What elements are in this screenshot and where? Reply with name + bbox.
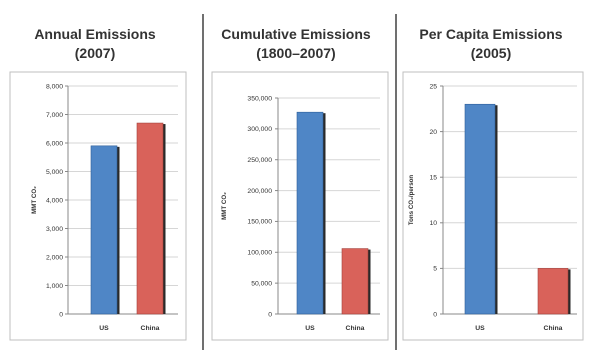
plot-area-per-capita: 0 5 10 15 20 25 Tons CO₂/person US China: [408, 83, 577, 332]
y-tick-label: 10: [429, 220, 437, 227]
y-tick-label: 1,000: [46, 283, 63, 290]
y-tick-label: 150,000: [247, 219, 272, 226]
y-tick-label: 5,000: [46, 169, 63, 176]
bar-us: [464, 103, 496, 315]
y-tick-label: 6,000: [46, 140, 63, 147]
x-tick-label: China: [544, 325, 563, 332]
x-tick-label: US: [99, 325, 109, 332]
chart-title-line1: Per Capita Emissions: [419, 26, 562, 42]
y-tick-label: 0: [433, 311, 437, 318]
plot-frame: [402, 71, 584, 341]
y-tick-label: 0: [59, 311, 63, 318]
y-tick-label: 8,000: [46, 83, 63, 90]
y-tick-label: 20: [429, 129, 437, 136]
y-tick-label: 50,000: [251, 280, 272, 287]
y-tick-label: 3,000: [46, 226, 63, 233]
y-tick-label: 300,000: [247, 126, 272, 133]
y-axis-label: Tons CO₂/person: [408, 175, 415, 226]
chart-title-line1: Annual Emissions: [34, 26, 156, 42]
bar-us: [90, 145, 118, 315]
x-tick-label: China: [346, 325, 365, 332]
plot-area-cumulative: 0 50,000 100,000 150,000 200,000 250,000 300,0…: [221, 95, 380, 332]
y-tick-label: 100,000: [247, 250, 272, 257]
y-tick-label: 250,000: [247, 157, 272, 164]
bar-us: [296, 111, 324, 315]
y-tick-label: 200,000: [247, 188, 272, 195]
panel-per-capita-emissions: Per Capita Emissions (2005) 0 5 10 15 20 25 To…: [402, 26, 584, 341]
y-tick-label: 0: [268, 311, 272, 318]
bar-china: [341, 248, 369, 315]
y-axis-label: MMT CO₂: [221, 192, 228, 220]
panel-cumulative-emissions: Cumulative Emissions (1800–2007) 0 50,000…: [211, 26, 389, 341]
y-tick-label: 2,000: [46, 254, 63, 261]
y-tick-label: 15: [429, 175, 437, 182]
panel-annual-emissions: Annual Emissions (2007) 0 1,000 2,000 3,000…: [9, 26, 187, 341]
x-tick-label: US: [305, 325, 315, 332]
plot-frame: [211, 71, 389, 341]
y-tick-label: 5: [433, 266, 437, 273]
plot-area-annual: 0 1,000 2,000 3,000 4,000 5,000 6,000 7,000 8,00…: [31, 83, 178, 332]
x-tick-label: US: [475, 325, 485, 332]
plot-frame: [9, 71, 187, 341]
y-tick-label: 25: [429, 83, 437, 90]
chart-title-line2: (2005): [471, 45, 511, 61]
y-axis-label: MMT CO₂: [31, 186, 38, 214]
chart-title-line2: (1800–2007): [256, 45, 335, 61]
x-tick-label: China: [141, 325, 160, 332]
chart-title-line1: Cumulative Emissions: [221, 26, 371, 42]
y-tick-label: 350,000: [247, 95, 272, 102]
bar-china: [136, 122, 164, 315]
bar-china: [537, 268, 569, 315]
y-tick-label: 4,000: [46, 197, 63, 204]
y-tick-label: 7,000: [46, 112, 63, 119]
chart-title-line2: (2007): [75, 45, 115, 61]
